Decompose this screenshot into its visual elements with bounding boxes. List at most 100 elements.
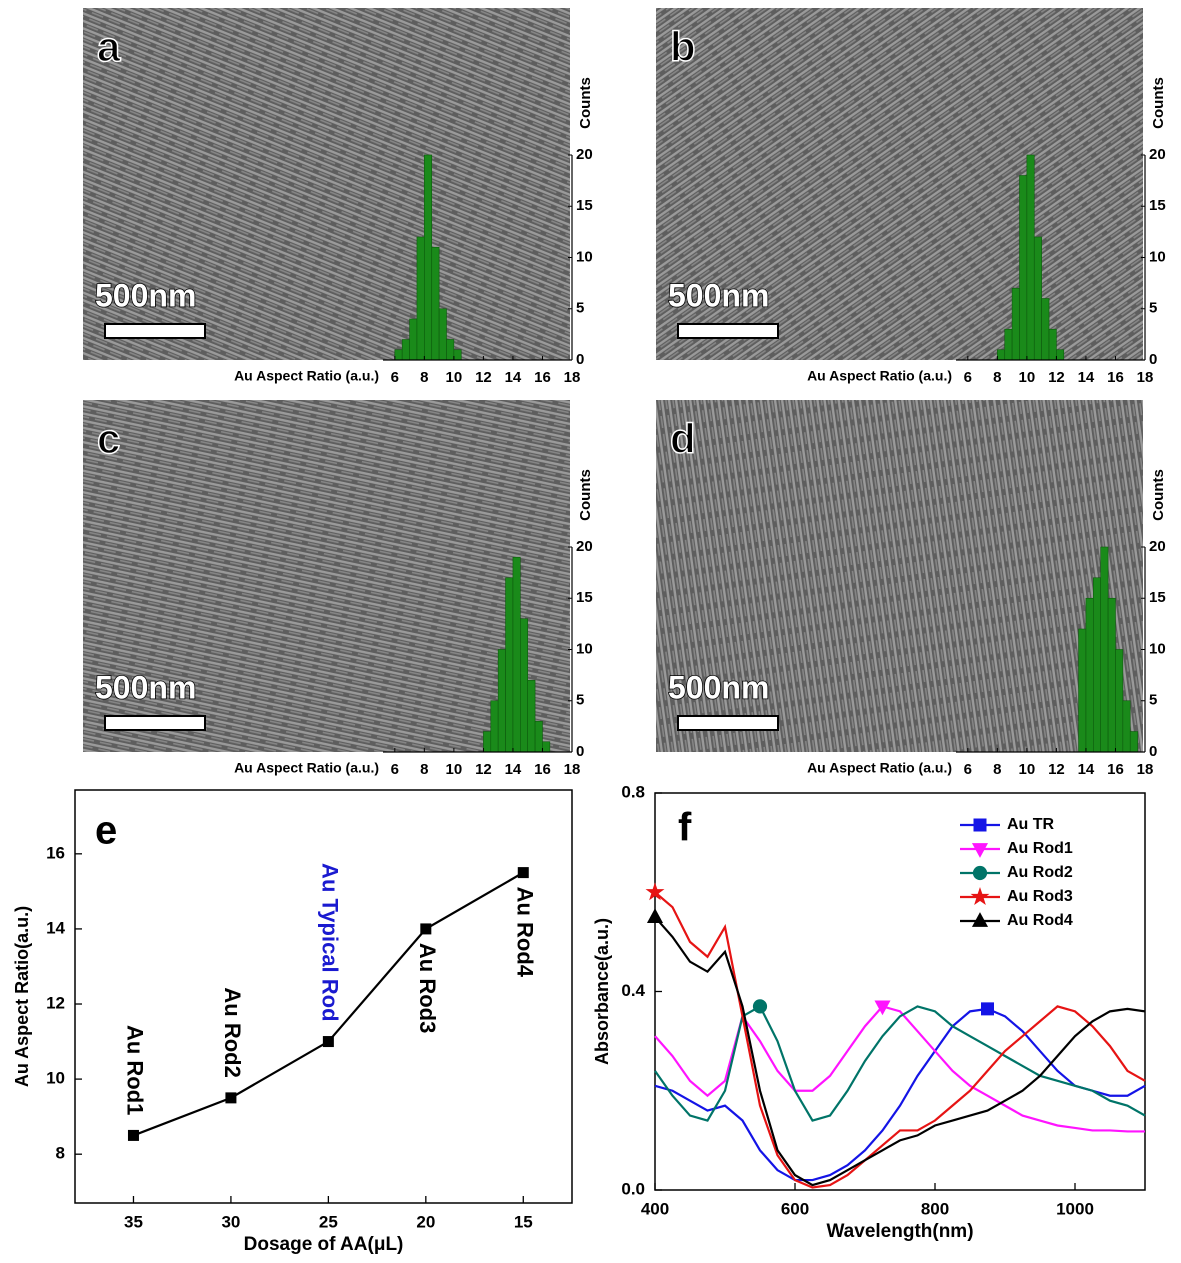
x-tick-label: 6 (391, 369, 399, 386)
legend-label: Au Rod2 (1007, 864, 1073, 881)
bar (534, 720, 543, 753)
x-tick-label: 14 (505, 369, 522, 386)
plot-frame (74, 789, 573, 1204)
x-tick-label: 25 (319, 1212, 338, 1231)
marker (322, 1036, 334, 1048)
bar (409, 318, 418, 361)
x-tick-label: 8 (993, 761, 1001, 778)
x-tick-label: 800 (921, 1199, 949, 1218)
x-tick-label: 6 (964, 761, 972, 778)
x-tick-label: 10 (1019, 369, 1036, 386)
series-line (654, 916, 1146, 1187)
x-axis-label: Au Aspect Ratio (a.u.) (234, 368, 379, 384)
x-tick-label: 12 (1048, 369, 1065, 386)
x-axis-label: Dosage of AA(μL) (244, 1234, 404, 1255)
y-tick-label: 5 (1149, 300, 1157, 317)
marker (970, 887, 990, 906)
x-tick-label: 35 (124, 1212, 143, 1231)
y-axis-label: Au Aspect Ratio(a.u.) (12, 906, 32, 1087)
x-tick-label: 15 (514, 1212, 533, 1231)
x-tick-label: 12 (1048, 761, 1065, 778)
y-axis-label: Counts (577, 469, 594, 521)
panel-label: e (95, 809, 117, 853)
bar (1093, 577, 1102, 753)
bar (1115, 649, 1124, 753)
y-tick-label: 0 (576, 743, 584, 760)
x-tick-label: 6 (391, 761, 399, 778)
x-tick-label: 16 (534, 761, 551, 778)
y-tick-label: 20 (576, 146, 593, 163)
y-tick-label: 15 (1149, 197, 1166, 214)
bar (1107, 597, 1116, 753)
scale-bar-label: 500nm (668, 669, 769, 705)
y-tick-label: 14 (46, 918, 65, 937)
y-tick-label: 10 (46, 1069, 65, 1088)
scale-bar-label: 500nm (95, 669, 196, 705)
bar (542, 741, 551, 753)
x-tick-label: 10 (446, 761, 463, 778)
bar (505, 577, 514, 753)
marker (646, 908, 664, 923)
x-tick-label: 16 (1107, 761, 1124, 778)
x-axis-label: Wavelength(nm) (826, 1221, 973, 1242)
x-tick-label: 6 (964, 369, 972, 386)
bar (1048, 328, 1057, 361)
y-tick-label: 0.0 (621, 1179, 645, 1198)
y-tick-label: 0 (576, 351, 584, 368)
sem-image (83, 8, 570, 360)
marker (420, 923, 432, 935)
marker (972, 865, 988, 881)
x-axis-label: Au Aspect Ratio (a.u.) (807, 368, 952, 384)
marker (971, 912, 989, 927)
y-tick-label: 20 (1149, 146, 1166, 163)
scale-bar (104, 715, 206, 731)
series-line (654, 1005, 1145, 1133)
series-line (654, 1004, 1146, 1122)
y-tick-label: 0.8 (621, 782, 645, 801)
y-tick-label: 15 (576, 197, 593, 214)
bar (1019, 175, 1028, 361)
bar (431, 246, 440, 361)
x-tick-label: 12 (475, 369, 492, 386)
x-tick-label: 18 (564, 761, 581, 778)
panel-label: d (670, 415, 696, 462)
annotation: Au Rod2 (220, 987, 245, 1077)
panel-label: b (670, 23, 696, 70)
bar (497, 649, 506, 753)
y-tick-label: 10 (1149, 640, 1166, 657)
y-axis-label: Absorbance(a.u.) (592, 918, 612, 1065)
annotation: Au Rod1 (123, 1025, 148, 1115)
x-tick-label: 8 (420, 369, 428, 386)
y-axis-label: Counts (1150, 77, 1167, 129)
bar (527, 679, 536, 753)
y-tick-label: 15 (576, 589, 593, 606)
bar (401, 339, 410, 361)
bar (1078, 628, 1087, 753)
y-tick-label: 5 (576, 300, 584, 317)
x-tick-label: 14 (1078, 369, 1095, 386)
scale-bar (677, 323, 779, 339)
scale-bar-label: 500nm (95, 277, 196, 313)
bar (394, 349, 403, 361)
bar (416, 236, 425, 361)
y-tick-label: 8 (56, 1144, 65, 1163)
y-tick-label: 0 (1149, 743, 1157, 760)
scale-bar (677, 715, 779, 731)
marker (971, 843, 989, 858)
bar (1033, 236, 1042, 361)
x-tick-label: 20 (416, 1212, 435, 1231)
sem-image (656, 400, 1143, 752)
annotation: Au Rod4 (512, 887, 537, 978)
y-tick-label: 10 (576, 640, 593, 657)
marker (973, 818, 987, 832)
x-tick-label: 16 (534, 369, 551, 386)
y-tick-label: 20 (1149, 538, 1166, 555)
x-axis-label: Au Aspect Ratio (a.u.) (807, 760, 952, 776)
panel-label: f (678, 806, 692, 850)
bar (483, 731, 492, 753)
bar (512, 556, 521, 753)
bar (1026, 154, 1035, 361)
y-axis-label: Counts (1150, 469, 1167, 521)
y-axis-label: Counts (577, 77, 594, 129)
